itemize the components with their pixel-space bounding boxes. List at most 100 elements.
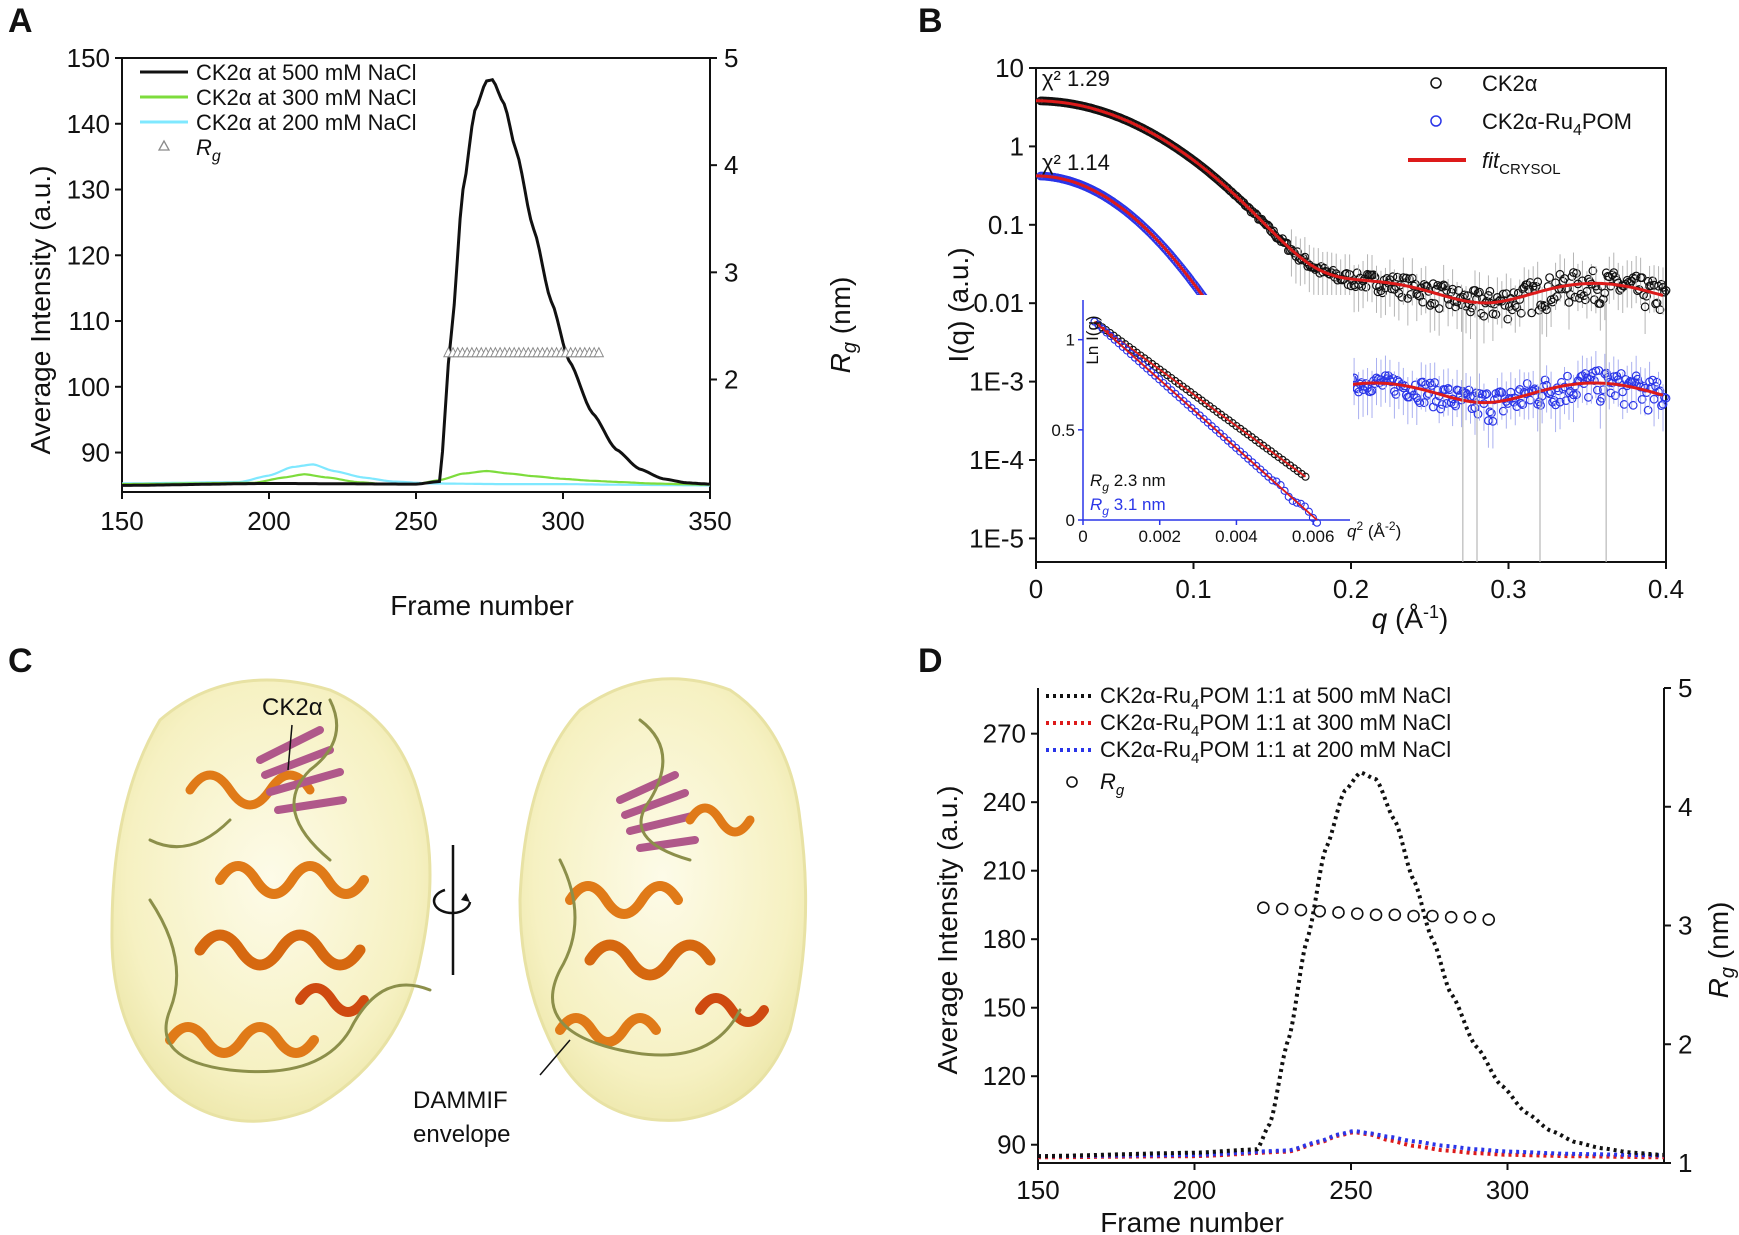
b-ck2a-point — [1658, 283, 1668, 292]
loop-right — [551, 718, 742, 1057]
b-ck2a-point — [1361, 282, 1371, 292]
inset-point — [1308, 513, 1317, 522]
b-ck2a-point — [1512, 302, 1522, 312]
b-xtick-label: 0 — [1029, 574, 1043, 604]
legend-d-500-prefix: CK2α-Ru — [1100, 683, 1191, 708]
b-ru4pom-point — [1643, 405, 1653, 415]
b-ck2a-point — [1376, 286, 1386, 296]
b-ru4pom-point — [1610, 391, 1620, 401]
b-ck2a-point — [1357, 281, 1366, 291]
b-xtick-label: 0.1 — [1175, 574, 1211, 604]
d-y2tick-label: 1 — [1678, 1148, 1692, 1178]
b-ru4pom-point — [1518, 400, 1528, 410]
b-ck2a-point — [1392, 272, 1402, 282]
b-ytick-label: 0.1 — [988, 210, 1024, 240]
a-rg-point — [593, 346, 605, 358]
b-ck2a-point — [1510, 301, 1520, 310]
a-ytick-label: 100 — [67, 372, 110, 402]
d-rg-point — [1350, 907, 1364, 920]
helix-left-5 — [295, 983, 369, 1017]
b-ytick-label: 1E-4 — [969, 445, 1024, 475]
b-ru4pom-point — [1549, 396, 1559, 405]
helix-right-3 — [584, 939, 716, 981]
b-ru4pom-point — [1409, 390, 1419, 400]
legend-a-500: CK2α at 500 mM NaCl — [196, 60, 417, 85]
legend-d-300-prefix: CK2α-Ru — [1100, 710, 1191, 735]
helix-left-4 — [165, 1022, 319, 1058]
b-ru4pom-point — [1419, 398, 1429, 408]
inset-ytick-label: 0.5 — [1051, 421, 1075, 440]
b-ru4pom-point — [1143, 226, 1153, 236]
inset-ytick-label: 1 — [1066, 331, 1075, 350]
inset-ylabel: Ln I(q) — [1083, 315, 1102, 364]
b-ck2a-point — [1491, 310, 1501, 319]
panel-d-y2label-unit: (nm) — [1703, 902, 1734, 967]
d-rg-point — [1388, 908, 1402, 922]
b-ru4pom-point — [1436, 404, 1446, 414]
svg-text:CK2α-Ru4POM 1:1 at 200 mM NaCl: CK2α-Ru4POM 1:1 at 200 mM NaCl — [1100, 737, 1451, 767]
chi2-ck2a-ru4pom: χ² 1.14 — [1042, 150, 1110, 175]
b-ru4pom-point — [1488, 416, 1498, 426]
inset-point — [1296, 499, 1305, 508]
d-xtick-label: 150 — [1016, 1175, 1059, 1205]
b-ru4pom-point — [1583, 392, 1593, 402]
b-ru4pom-point — [1569, 390, 1578, 400]
b-ru4pom-point — [1618, 387, 1628, 397]
b-ru4pom-point — [1540, 375, 1550, 385]
panel-b-xlabel-unit: (Å — [1387, 603, 1423, 634]
inset-xlabel-unit-exp: -2 — [1385, 519, 1396, 533]
legend-ru4pom-marker — [1430, 115, 1442, 127]
b-ck2a-point — [1580, 295, 1590, 305]
inset-point — [1268, 476, 1277, 485]
a-xtick-label: 150 — [100, 506, 143, 536]
b-ru4pom-point — [1598, 385, 1608, 395]
legend-a-rg: R — [196, 135, 212, 160]
panel-a-letter: A — [8, 2, 33, 40]
a-y2tick-label: 5 — [724, 43, 738, 73]
a-xtick-label: 200 — [247, 506, 290, 536]
b-ck2a-point — [1442, 285, 1451, 295]
panel-a-xlabel: Frame number — [390, 590, 574, 621]
b-ru4pom-point — [1437, 400, 1447, 409]
b-ru4pom-point — [1449, 399, 1459, 409]
panel-b-ylabel: I(q) (a.u.) — [943, 247, 974, 362]
svg-text:CK2α-Ru4POM 1:1 at 300 mM NaCl: CK2α-Ru4POM 1:1 at 300 mM NaCl — [1100, 710, 1451, 740]
b-ck2a-point — [1531, 282, 1541, 291]
b-ru4pom-point — [1628, 400, 1638, 410]
legend-a-200: CK2α at 200 mM NaCl — [196, 110, 417, 135]
b-ck2a-point — [1661, 286, 1671, 295]
b-ck2a-point — [1585, 277, 1595, 287]
d-ytick-label: 150 — [983, 993, 1026, 1023]
b-ru4pom-point — [1145, 227, 1155, 237]
inset-rg1-sub: g — [1102, 480, 1109, 494]
svg-text:Rg 2.3 nm: Rg 2.3 nm — [1090, 471, 1166, 494]
svg-text:Rg: Rg — [1100, 769, 1125, 799]
b-ru4pom-point — [1661, 393, 1671, 403]
d-series-line — [1038, 770, 1665, 1159]
b-ru4pom-point — [1148, 230, 1157, 240]
b-ck2a-point — [1369, 270, 1378, 280]
panel-a-y2label-unit: (nm) — [825, 277, 856, 342]
dammif-envelope-left — [110, 678, 432, 1123]
a-ytick-label: 130 — [67, 175, 110, 205]
b-ru4pom-point — [1495, 387, 1505, 397]
b-ytick-label: 1 — [1010, 131, 1024, 161]
b-ru4pom-point — [1151, 234, 1160, 243]
d-rg-point — [1482, 913, 1496, 926]
b-ck2a-point — [1574, 293, 1584, 303]
b-ck2a-point — [1427, 298, 1437, 308]
b-ru4pom-point — [1477, 389, 1487, 399]
b-ck2a-point — [1588, 266, 1598, 276]
panel-d: D 150 200 250 3009012015018021024027012345 … — [918, 642, 1739, 1235]
rotation-symbol — [432, 845, 472, 975]
d-y2tick-label: 2 — [1678, 1029, 1692, 1059]
b-ck2a-point — [1479, 311, 1489, 321]
inset-xlabel-close: ) — [1396, 522, 1402, 541]
b-ru4pom-point — [1630, 377, 1640, 387]
inset-rg2: R — [1090, 495, 1102, 514]
b-xtick-label: 0.3 — [1490, 574, 1526, 604]
a-ytick-label: 150 — [67, 43, 110, 73]
svg-text:q (Å-1): q (Å-1) — [1372, 602, 1449, 634]
b-ck2a-point — [1466, 307, 1475, 317]
